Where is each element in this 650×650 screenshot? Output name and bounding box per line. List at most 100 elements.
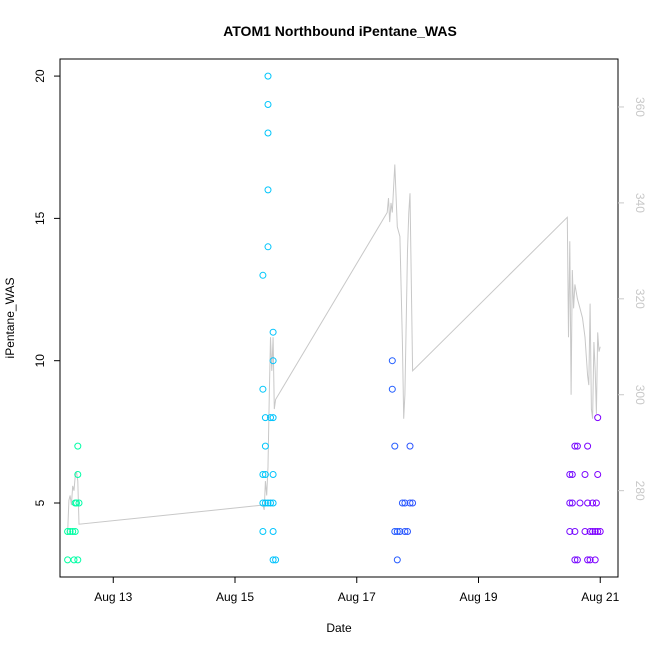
data-point <box>264 186 272 194</box>
data-point <box>75 499 83 507</box>
right-y-tick-label: 320 <box>633 289 647 309</box>
data-point <box>586 556 594 564</box>
data-point <box>594 528 602 535</box>
data-point <box>581 528 589 535</box>
data-point <box>586 528 594 535</box>
data-point <box>584 442 592 450</box>
y-tick-label: 5 <box>33 499 47 506</box>
data-point <box>261 471 269 478</box>
plot-frame <box>59 58 619 578</box>
data-point <box>269 357 277 365</box>
chart-title: ATOM1 Northbound iPentane_WAS <box>223 23 457 39</box>
data-point <box>571 442 579 450</box>
data-point <box>566 499 574 507</box>
data-point <box>259 385 267 393</box>
data-point <box>64 528 72 535</box>
data-point <box>269 499 277 507</box>
data-point <box>261 414 269 422</box>
data-point <box>71 528 79 535</box>
data-point <box>269 556 277 564</box>
y-tick-label: 10 <box>33 354 47 368</box>
right-y-axis: 280 300 320 340 360 <box>618 97 647 501</box>
data-point <box>589 528 597 535</box>
series-line <box>67 164 601 534</box>
data-point <box>406 442 414 450</box>
data-point <box>573 556 581 564</box>
data-point <box>66 528 74 535</box>
data-point <box>267 414 274 422</box>
data-point <box>264 499 272 507</box>
data-point <box>267 499 274 507</box>
data-point <box>388 385 396 393</box>
x-tick-label: Aug 13 <box>94 590 132 604</box>
data-point <box>568 499 576 507</box>
data-point <box>576 499 584 507</box>
data-point <box>584 499 592 507</box>
right-y-tick-label: 360 <box>633 97 647 117</box>
data-point <box>272 556 280 564</box>
data-point <box>581 471 589 478</box>
data-point <box>69 528 77 535</box>
data-point <box>396 528 404 535</box>
data-point <box>596 528 604 535</box>
data-point <box>401 499 409 507</box>
data-point <box>391 442 399 450</box>
x-tick-label: Aug 17 <box>338 590 376 604</box>
data-point <box>406 499 414 507</box>
x-axis-label: Date <box>326 621 352 635</box>
data-point <box>584 556 592 564</box>
data-point <box>393 556 401 564</box>
data-point <box>269 528 277 535</box>
data-point <box>74 442 82 450</box>
y-axis: 5 10 15 20 <box>33 69 60 506</box>
right-y-tick-label: 280 <box>633 481 647 501</box>
data-point <box>269 328 277 336</box>
data-point <box>592 499 600 507</box>
data-point <box>404 528 411 535</box>
data-point <box>594 414 602 422</box>
x-tick-label: Aug 15 <box>216 590 254 604</box>
data-point <box>589 499 597 507</box>
data-point <box>566 471 574 478</box>
y-tick-label: 20 <box>33 69 47 83</box>
data-point <box>259 271 267 279</box>
data-point <box>73 499 80 507</box>
data-point <box>573 442 581 450</box>
x-axis: Aug 13 Aug 15 Aug 17 Aug 19 Aug 21 <box>94 577 620 604</box>
x-tick-label: Aug 21 <box>581 590 619 604</box>
y-axis-label: iPentane_WAS <box>3 278 17 359</box>
data-point <box>269 414 277 422</box>
data-point <box>74 471 82 478</box>
data-point <box>391 528 399 535</box>
right-y-tick-label: 300 <box>633 385 647 405</box>
data-point <box>259 528 267 535</box>
data-point <box>264 129 272 137</box>
data-point <box>264 101 272 108</box>
data-point <box>261 442 269 450</box>
data-point <box>409 499 417 507</box>
plot-area <box>64 72 604 564</box>
data-point <box>269 471 277 478</box>
data-point <box>398 499 406 507</box>
data-point <box>264 72 272 80</box>
data-point <box>70 556 78 564</box>
data-point <box>566 528 574 535</box>
data-point <box>259 471 267 478</box>
data-point <box>571 556 579 564</box>
x-tick-label: Aug 19 <box>459 590 497 604</box>
data-point <box>74 556 82 564</box>
data-point <box>388 357 396 365</box>
y-tick-label: 15 <box>33 211 47 225</box>
data-point <box>259 499 267 507</box>
right-y-tick-label: 340 <box>633 193 647 213</box>
data-point <box>568 471 576 478</box>
data-point <box>591 556 599 564</box>
data-point <box>261 499 269 507</box>
data-point <box>264 243 272 251</box>
data-point <box>594 471 602 478</box>
data-point <box>571 528 579 535</box>
data-point <box>393 528 401 535</box>
data-point <box>401 528 409 535</box>
